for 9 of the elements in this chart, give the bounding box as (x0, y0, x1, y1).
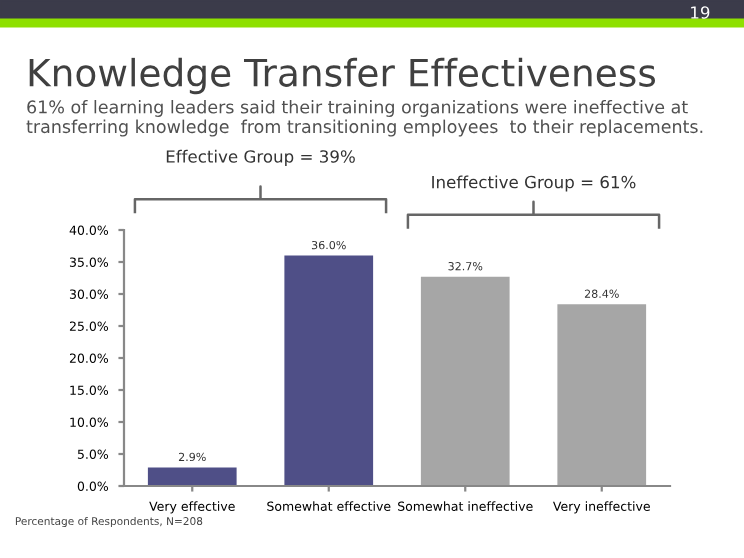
chart-subtitle: 61% of learning leaders said their training organizations were ineffective at transferring knowledge from transitioning employees to their replacements. (26, 100, 703, 137)
bar (420, 276, 510, 486)
chart-title: Knowledge Transfer Effectiveness (29, 57, 656, 95)
text: Ineffective Group = 61% (432, 175, 636, 192)
text: Effective Group = 39% (166, 149, 355, 166)
text: 19 (691, 6, 710, 19)
bar (284, 255, 374, 486)
bar (147, 467, 237, 486)
bar (557, 304, 647, 486)
